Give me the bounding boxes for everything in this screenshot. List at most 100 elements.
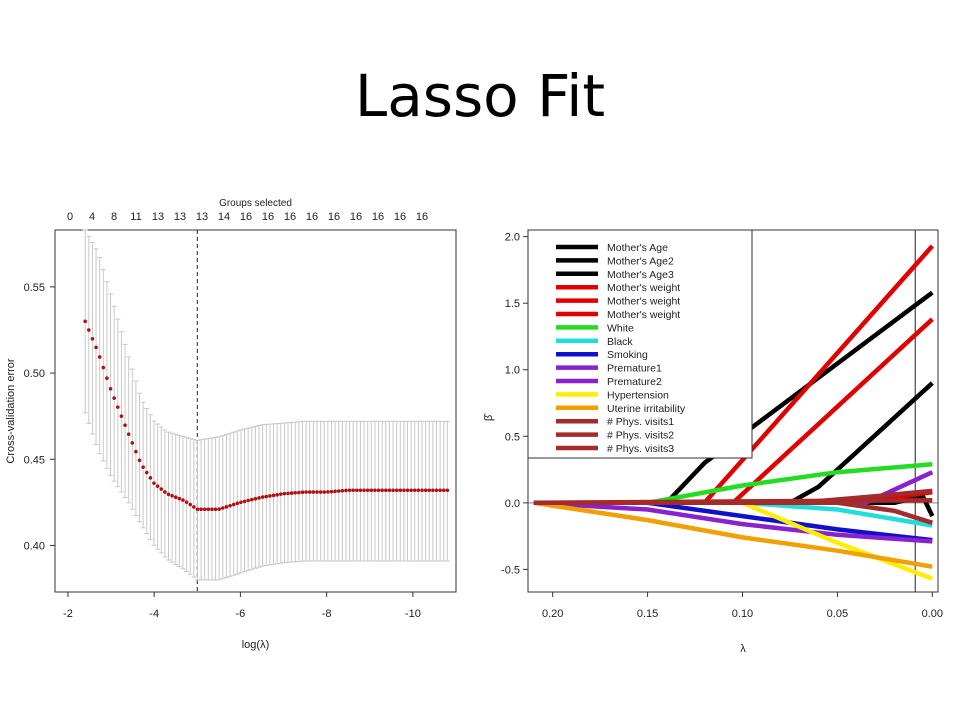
cv-point	[289, 491, 294, 495]
cv-point	[278, 492, 283, 496]
cv-point	[336, 489, 341, 493]
cv-point	[409, 488, 413, 493]
cv-point	[184, 500, 189, 504]
top-tick-label: 8	[111, 211, 117, 223]
x-tick-label: -8	[322, 608, 332, 620]
cv-point	[246, 498, 250, 503]
top-tick-label: 4	[89, 211, 95, 223]
top-tick-label: 13	[174, 211, 186, 223]
cv-point	[293, 491, 298, 495]
y-tick-label: 0.45	[24, 454, 45, 466]
top-tick-label: 16	[372, 211, 384, 223]
legend-entry: Mother's weight	[607, 282, 680, 294]
cv-point	[434, 488, 439, 493]
legend-entry: Premature2	[607, 376, 662, 388]
cv-point	[402, 488, 406, 493]
cv-point	[286, 491, 290, 496]
coefficient-path	[533, 500, 933, 569]
cv-point	[170, 493, 174, 498]
cv-point	[260, 495, 265, 499]
legend-entry: Mother's Age	[607, 242, 668, 254]
cv-point	[333, 489, 337, 494]
top-tick-label: 16	[240, 211, 252, 223]
cv-point	[202, 507, 207, 512]
cv-point	[268, 494, 272, 498]
cv-point	[83, 319, 87, 324]
cv-point	[213, 507, 218, 512]
legend-entry: Mother's weight	[607, 296, 680, 308]
cv-point	[101, 365, 106, 370]
y-tick-label: -0.5	[501, 564, 520, 576]
cv-point	[141, 465, 145, 470]
cv-point	[112, 396, 116, 400]
y-tick-label: 0.5	[505, 431, 520, 443]
cv-point	[90, 336, 95, 341]
cv-point	[365, 488, 370, 493]
top-tick-label: 16	[328, 211, 340, 223]
cv-point	[130, 441, 135, 445]
cv-point	[347, 488, 352, 493]
cv-point	[369, 488, 374, 493]
y-tick-label: 0.50	[24, 368, 45, 380]
cv-point	[94, 345, 98, 350]
top-tick-label: 16	[284, 211, 296, 223]
cv-point	[358, 488, 363, 493]
cv-point	[271, 493, 276, 498]
top-tick-label: 16	[416, 211, 428, 223]
y-tick-label: 2.0	[505, 232, 520, 244]
cv-point	[253, 496, 258, 501]
cv-point	[231, 502, 236, 507]
cv-point	[438, 488, 442, 493]
x-axis-label: log(λ)	[242, 639, 270, 651]
y-tick-label: 0.0	[505, 498, 520, 510]
cv-point	[249, 497, 254, 502]
cv-point	[123, 423, 127, 428]
y-tick-label: 0.55	[24, 282, 45, 294]
cv-point	[304, 490, 308, 494]
cv-point	[416, 488, 421, 493]
cv-point	[344, 488, 348, 493]
top-axis-label: Groups selected	[219, 198, 292, 209]
legend-entry: # Phys. visits1	[607, 416, 674, 428]
x-tick-label: 0.20	[542, 608, 563, 620]
cv-point	[155, 484, 160, 488]
cv-point	[326, 490, 330, 494]
legend-entry: Uterine irritability	[607, 403, 686, 415]
cv-point	[126, 432, 131, 437]
top-tick-label: 13	[196, 211, 208, 223]
cv-point	[105, 376, 109, 380]
cv-point	[195, 507, 200, 512]
cv-point	[394, 488, 399, 493]
legend-entry: Mother's Age3	[607, 269, 674, 281]
y-tick-label: 1.5	[505, 298, 520, 310]
x-tick-label: -4	[149, 608, 159, 620]
cv-point	[431, 488, 435, 493]
x-axis-label: λ	[740, 643, 746, 655]
y-tick-label: 0.40	[24, 540, 45, 552]
x-tick-label: 0.00	[922, 608, 943, 620]
cv-point	[221, 506, 225, 510]
cv-point	[163, 490, 167, 494]
cv-point	[340, 488, 345, 493]
cv-point	[391, 488, 395, 493]
legend-entry: Mother's Age2	[607, 255, 674, 267]
x-tick-label: -10	[405, 608, 421, 620]
cv-point	[315, 490, 319, 494]
plot-frame	[54, 229, 457, 593]
cv-point	[322, 490, 327, 494]
cv-point	[420, 488, 424, 493]
cv-point	[181, 498, 185, 502]
cv-point	[173, 495, 178, 499]
cv-point	[239, 500, 243, 505]
cv-point	[224, 505, 229, 509]
cv-point	[318, 490, 323, 494]
cv-point	[134, 449, 138, 454]
cv-point	[159, 487, 164, 491]
legend-entry: White	[607, 322, 634, 334]
cv-point	[206, 507, 211, 512]
cv-point	[445, 488, 450, 493]
cv-point	[188, 502, 193, 507]
cv-point	[264, 494, 269, 499]
